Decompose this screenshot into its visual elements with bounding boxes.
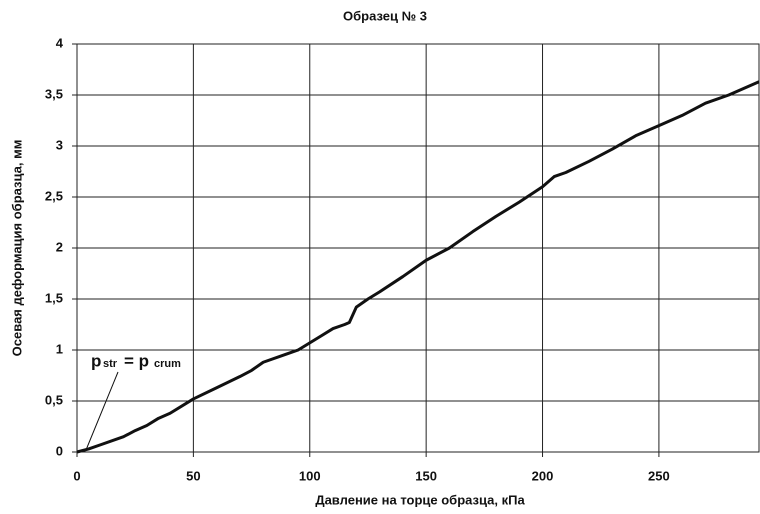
x-tick-label: 250 (648, 468, 670, 483)
y-axis-label: Осевая деформация образца, мм (9, 140, 24, 357)
x-tick-label: 200 (532, 468, 554, 483)
x-tick-label: 100 (299, 468, 321, 483)
y-tick-label: 0,5 (45, 392, 63, 407)
y-tick-label: 1 (56, 341, 63, 356)
data-line (76, 80, 760, 454)
y-tick-label: 3 (56, 137, 63, 152)
y-tick-label: 0 (56, 443, 63, 458)
y-tick-label: 3,5 (45, 86, 63, 101)
y-tick-label: 2,5 (45, 188, 63, 203)
annotation-sub: str (103, 358, 118, 370)
x-tick-label: 0 (73, 468, 80, 483)
annotation-p: p (91, 351, 101, 370)
chart-title: Образец № 3 (343, 8, 427, 23)
annotation-p: = p (124, 351, 149, 370)
annotation-sub: crum (154, 358, 181, 370)
annotation-leader (85, 371, 119, 451)
y-tick-label: 4 (56, 35, 64, 50)
x-axis-label: Давление на торце образца, кПа (315, 492, 525, 507)
y-tick-label: 2 (56, 239, 63, 254)
y-tick-label: 1,5 (45, 290, 63, 305)
x-tick-label: 150 (415, 468, 437, 483)
plot-frame (76, 43, 760, 453)
x-tick-label: 50 (186, 468, 200, 483)
